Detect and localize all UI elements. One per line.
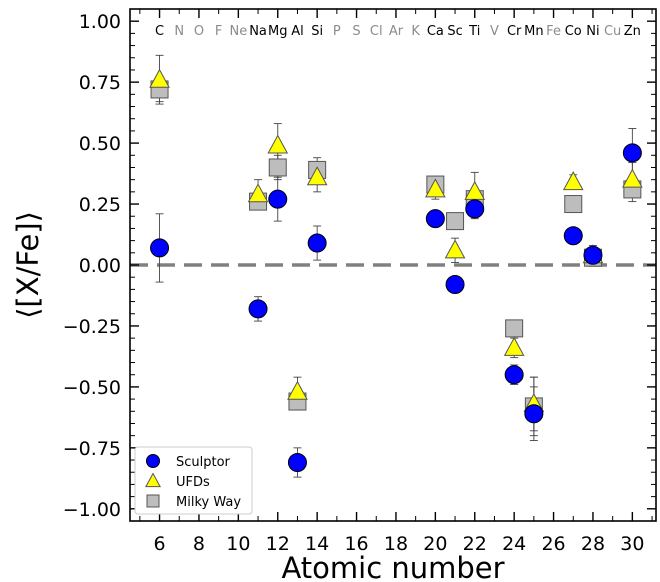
element-symbol-row: C N O F Ne Na Mg Al Si P S Cl Ar K Ca Sc Ti V Cr Mn Fe Co Ni Cu… [155,24,641,39]
axes: 6 8 10 12 14 16 18 20 22 24 26 28 30 −1.00 −0.75 −0.50 −… [63,8,656,555]
legend-ufds-marker [145,472,161,488]
sculptor-point [248,299,268,319]
legend-box [134,446,253,515]
element-symbol-ne: Ne [229,24,247,39]
x-axis-label: Atomic number [281,551,504,582]
x-tick-label: 22 [463,533,487,555]
legend-sculptor-label: Sculptor [176,455,231,470]
element-symbol-o: O [194,24,204,39]
ufds-point [622,168,643,188]
element-symbol-zn: Zn [624,24,641,39]
milky-way-point [564,195,583,214]
ufds-point [444,239,466,259]
sculptor-point [583,245,603,265]
element-symbol-al: Al [291,24,304,39]
element-symbol-k: K [411,24,420,39]
element-symbol-ti: Ti [468,24,480,39]
y-axis-label: ⟨[X/Fe]⟩ [11,211,45,319]
y-tick-label: 0.25 [79,194,121,216]
sculptor-point [524,404,544,424]
y-tick-label: −0.75 [63,438,121,460]
sculptor-point [287,452,307,472]
element-symbol-f: F [215,24,222,39]
element-symbol-cu: Cu [604,24,621,39]
x-tick-label: 14 [305,533,329,555]
milky-way-point [505,319,524,338]
milky-way-point [446,212,465,231]
sculptor-point [504,365,524,385]
ufds-point [425,178,446,198]
element-symbol-v: V [490,24,499,39]
element-symbol-ca: Ca [427,24,444,39]
element-symbol-c: C [155,24,164,39]
y-tick-label: −1.00 [63,499,121,521]
element-symbol-fe: Fe [546,24,561,39]
element-symbol-mn: Mn [524,24,543,39]
legend: Sculptor UFDs Milky Way [134,446,253,515]
element-symbol-p: P [333,24,341,39]
x-tick-label: 28 [581,533,605,555]
sculptor-point [307,233,327,253]
sculptor-point [425,209,445,229]
sculptor-point [622,143,642,163]
ufds-point [306,166,328,186]
x-tick-label: 30 [620,533,644,555]
y-tick-label: 0.50 [79,133,121,155]
y-tick-label: 0.00 [79,255,121,277]
element-symbol-ar: Ar [389,24,404,39]
ufds-point [149,68,170,88]
element-symbol-na: Na [249,24,267,39]
ufds-point [267,134,289,154]
x-tick-label: 6 [154,533,166,555]
legend-milky-way-marker [146,494,160,508]
x-tick-label: 16 [344,533,368,555]
x-tick-label: 26 [541,533,565,555]
element-symbol-cl: Cl [370,24,383,39]
ufds-point [562,171,584,191]
element-symbol-co: Co [565,24,582,39]
x-tick-label: 18 [384,533,408,555]
element-symbol-mg: Mg [268,24,287,39]
legend-ufds-label: UFDs [176,475,210,490]
milky-way-point [268,158,287,177]
ufds-point [287,380,308,400]
element-symbol-ni: Ni [586,24,599,39]
y-tick-label: −0.25 [63,316,121,338]
ufds-point [464,180,486,200]
sculptor-point [563,226,583,246]
x-tick-label: 20 [423,533,447,555]
sculptor-point [445,275,465,295]
x-tick-label: 12 [266,533,290,555]
x-tick-label: 10 [226,533,250,555]
ufds-point [503,336,525,356]
element-symbol-cr: Cr [507,24,522,39]
sculptor-point [465,199,485,219]
element-symbol-n: N [174,24,184,39]
sculptor-point [268,189,288,209]
ufds-point [247,183,269,203]
legend-milky-way-label: Milky Way [176,495,241,510]
y-tick-label: 1.00 [79,11,121,33]
x-tick-label: 8 [193,533,205,555]
y-tick-label: 0.75 [79,72,121,94]
element-symbol-si: Si [311,24,323,39]
sculptor-point [150,238,170,258]
legend-sculptor-marker [146,454,160,468]
element-symbol-sc: Sc [447,24,462,39]
x-tick-label: 24 [502,533,526,555]
element-symbol-s: S [352,24,360,39]
data-points [149,68,643,472]
y-tick-label: −0.50 [63,377,121,399]
